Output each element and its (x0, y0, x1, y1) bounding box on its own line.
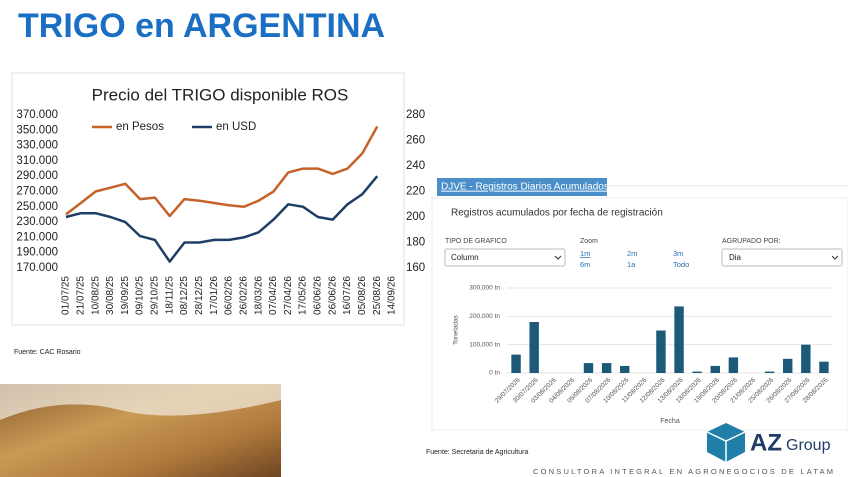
y-tick-label: 200,000 tn (469, 313, 500, 320)
source: Fuente: CAC Rosario (14, 349, 81, 356)
y2-tick-label: 280 (406, 109, 425, 121)
x-tick-label: 07/04/26 (268, 276, 279, 315)
y2-tick-label: 160 (406, 262, 425, 274)
bar (819, 361, 829, 373)
x-tick-label: 08/12/25 (179, 276, 190, 315)
panel-frame (431, 197, 848, 431)
series-line (65, 125, 379, 218)
x-tick-label: 09/10/25 (135, 276, 146, 315)
x-tick-label: 14/09/26 (387, 276, 398, 315)
bar (511, 354, 521, 373)
caret (831, 255, 839, 260)
x-tick-label: 21/07/25 (75, 276, 86, 315)
y-tick-label: 100,000 tn (469, 341, 500, 348)
x-tick-label: 26/02/26 (238, 276, 249, 315)
x-tick-label: 10/08/25 (90, 276, 101, 315)
panel-header[interactable] (437, 178, 607, 196)
y-tick-label: 250.000 (16, 201, 58, 213)
y2-tick-label: 260 (406, 135, 425, 147)
bar (710, 365, 720, 373)
bar (764, 371, 775, 373)
bar (656, 330, 666, 373)
zoom-option[interactable]: 2m (627, 249, 637, 258)
bar (801, 344, 811, 373)
y2-tick-label: 220 (406, 186, 425, 198)
x-tick-label: 28/12/25 (194, 276, 205, 315)
bar (583, 363, 594, 373)
x-tick-label: 26/06/26 (327, 276, 338, 315)
y-tick-label: 190.000 (16, 247, 58, 259)
y-tick-label: 270.000 (16, 186, 58, 198)
legend-label: en Pesos (116, 121, 164, 133)
zoom-option[interactable]: Todo (673, 260, 689, 269)
x-tick-label: 06/02/26 (224, 276, 235, 315)
caret (554, 255, 562, 260)
x-tick-label: 17/05/26 (298, 276, 309, 315)
y2-tick-label: 180 (406, 237, 425, 249)
x-tick-label: 19/09/25 (120, 276, 131, 315)
logo-text: AZ (750, 429, 782, 456)
bar (620, 365, 630, 373)
panel-link[interactable]: DJVE - Registros Diarios Acumulados (441, 182, 609, 193)
bar (692, 371, 702, 373)
control-label: Zoom (580, 238, 598, 245)
y-tick-label: 230.000 (16, 216, 58, 228)
y2-tick-label: 200 (406, 211, 425, 223)
tagline: CONSULTORA INTEGRAL EN AGRONEGOCIOS DE L… (533, 467, 835, 476)
y-tick-label: 290.000 (16, 170, 58, 182)
source: Fuente: Secretaria de Agricultura (426, 449, 528, 456)
x-tick-label: 01/07/25 (61, 276, 72, 315)
y-tick-label: 350.000 (16, 124, 58, 136)
legend-label: en USD (216, 121, 256, 133)
logo-text: Group (786, 437, 831, 454)
slide-title: TRIGO en ARGENTINA (18, 7, 385, 45)
zoom-option[interactable]: 6m (580, 260, 590, 269)
bar (783, 358, 793, 373)
y-tick-label: 370.000 (16, 109, 58, 121)
x-tick-label: 18/11/25 (164, 276, 175, 315)
zoom-option[interactable]: 1m (580, 249, 590, 258)
zoom-option[interactable]: 3m (673, 249, 683, 258)
bar (674, 306, 684, 373)
y-axis-title: Toneladas (453, 314, 460, 344)
x-tick-label: 16/07/26 (342, 276, 353, 315)
y-tick-label: 310.000 (16, 155, 58, 167)
chart-frame (11, 72, 405, 326)
x-tick-label: 30/08/25 (105, 276, 116, 315)
x-tick-label: 25/08/26 (372, 276, 383, 315)
series-line (65, 175, 379, 263)
zoom-option[interactable]: 1a (627, 260, 636, 269)
y-tick-label: 170.000 (16, 262, 58, 274)
logo-cube-edges (706, 431, 746, 462)
bar (601, 363, 612, 373)
chart-title: Precio del TRIGO disponible ROS (92, 85, 349, 104)
select[interactable] (444, 248, 566, 267)
photo-background (0, 384, 281, 420)
panel-subtitle: Registros acumulados por fecha de regist… (451, 208, 663, 219)
x-tick-label: 17/01/26 (209, 276, 220, 315)
select-value[interactable]: Column (451, 253, 479, 262)
bar (728, 357, 739, 373)
y2-tick-label: 240 (406, 160, 425, 172)
select-value[interactable]: Dia (729, 253, 742, 262)
x-tick-label: 18/03/26 (253, 276, 264, 315)
y-tick-label: 0 tn (489, 370, 500, 377)
control-label: TIPO DE GRAFICO (445, 238, 507, 245)
select[interactable] (721, 248, 843, 267)
x-tick-label: 27/04/26 (283, 276, 294, 315)
bar (529, 322, 539, 373)
x-tick-label: 29/10/25 (150, 276, 161, 315)
y-tick-label: 330.000 (16, 140, 58, 152)
x-tick-label: 06/06/26 (313, 276, 324, 315)
x-tick-label: 05/08/26 (357, 276, 368, 315)
x-axis-title: Fecha (660, 418, 680, 425)
y-tick-label: 210.000 (16, 231, 58, 243)
control-label: AGRUPADO POR: (722, 238, 781, 245)
y-tick-label: 300,000 tn (469, 285, 500, 292)
